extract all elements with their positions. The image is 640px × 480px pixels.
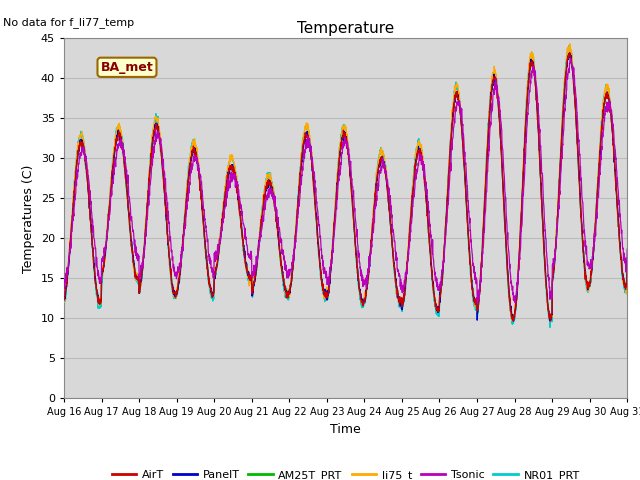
Legend: AirT, PanelT, AM25T_PRT, li75_t, Tsonic, NR01_PRT: AirT, PanelT, AM25T_PRT, li75_t, Tsonic,…: [107, 465, 584, 480]
Y-axis label: Temperatures (C): Temperatures (C): [22, 164, 35, 273]
Text: No data for f_li77_temp: No data for f_li77_temp: [3, 17, 134, 28]
Text: BA_met: BA_met: [100, 61, 154, 74]
X-axis label: Time: Time: [330, 423, 361, 436]
Title: Temperature: Temperature: [297, 21, 394, 36]
